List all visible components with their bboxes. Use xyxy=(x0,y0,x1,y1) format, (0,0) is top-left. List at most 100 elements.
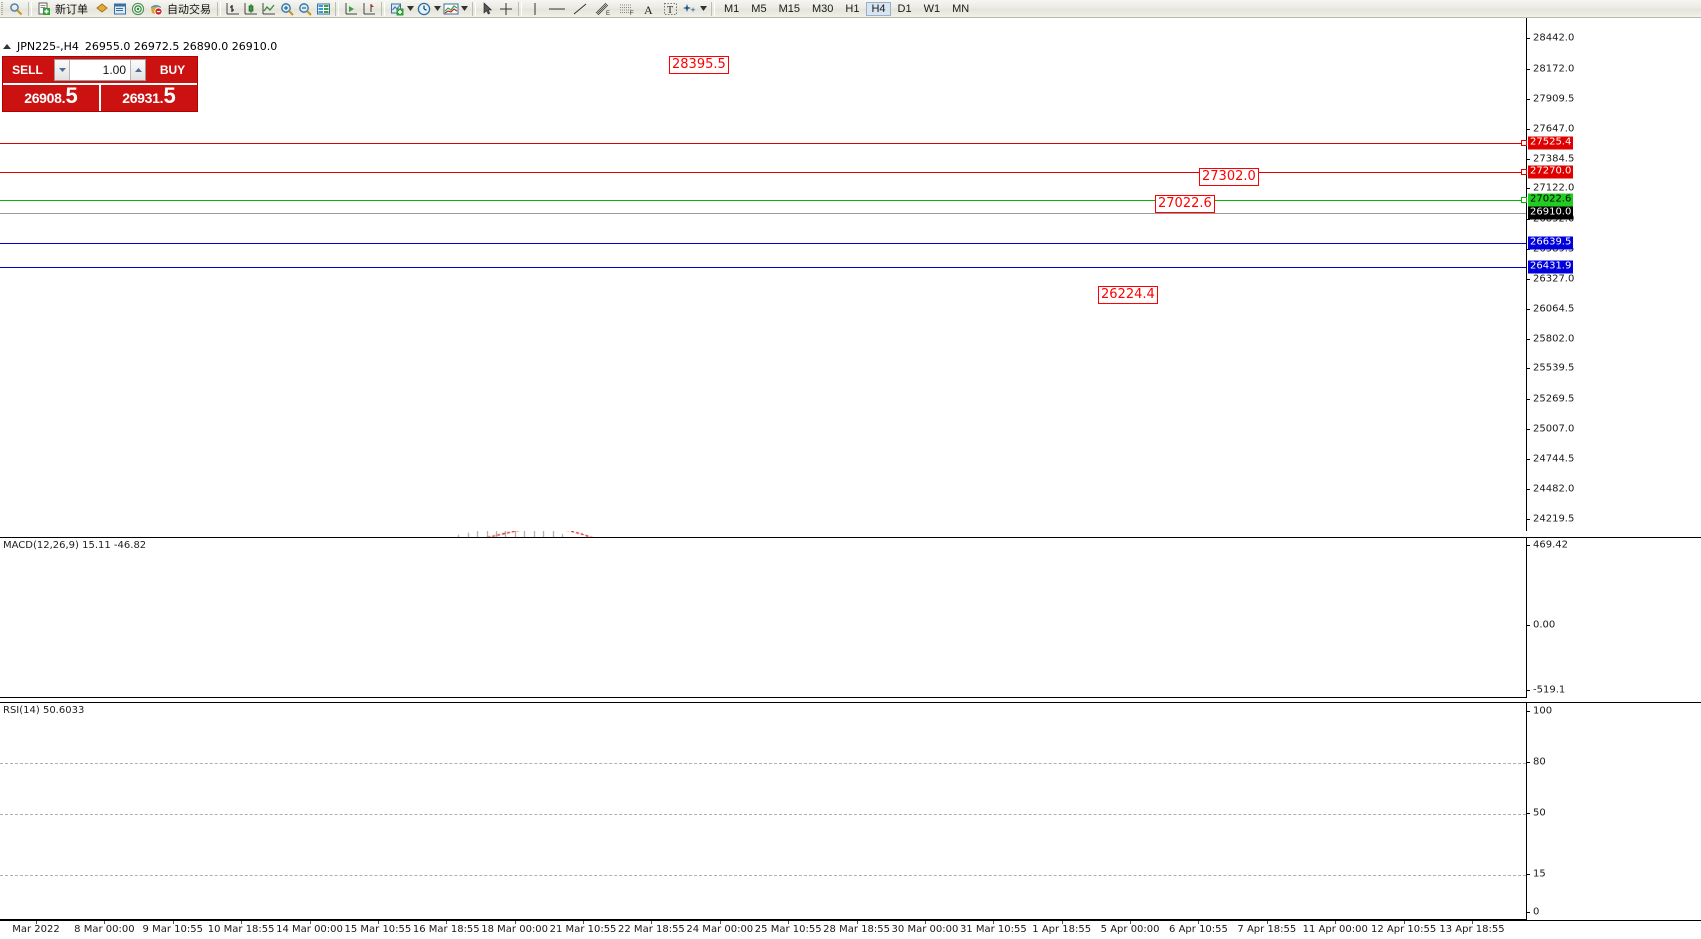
volume-stepper[interactable]: 1.00 xyxy=(54,59,146,81)
clock-icon[interactable] xyxy=(416,1,432,17)
volume-up-icon[interactable] xyxy=(130,60,145,80)
annotation-high-28395[interactable]: 28395.5 xyxy=(669,56,729,74)
sell-price[interactable]: 26908. 5 xyxy=(3,85,99,111)
sell-price-fraction: 5 xyxy=(65,83,78,108)
sell-price-integer: 26908 xyxy=(24,90,62,106)
svg-text:A: A xyxy=(644,3,653,16)
fibonacci-f-icon[interactable]: F xyxy=(616,1,638,17)
time-tick xyxy=(172,921,174,924)
macd-pane-bottom-border xyxy=(0,697,1526,698)
price-tick xyxy=(1526,98,1530,100)
time-axis[interactable]: Mar 2022 8 Mar 00:00 9 Mar 10:55 10 Mar 18:… xyxy=(0,920,1701,939)
buy-price[interactable]: 26931. 5 xyxy=(99,85,197,111)
indicator-plus-icon[interactable] xyxy=(389,1,405,17)
time-axis-label: 22 Mar 18:55 xyxy=(618,924,685,935)
timeframe-mn[interactable]: MN xyxy=(952,2,970,15)
price-level-handle[interactable] xyxy=(1521,196,1527,203)
grid-icon[interactable] xyxy=(315,1,331,17)
diamond-icon[interactable] xyxy=(94,1,110,17)
text-label-icon[interactable]: T xyxy=(660,1,680,17)
arrow-cursor-icon[interactable] xyxy=(480,1,496,17)
timeframe-h1[interactable]: H1 xyxy=(845,2,860,15)
time-tick xyxy=(1130,921,1132,924)
annotation-27022[interactable]: 27022.6 xyxy=(1155,195,1215,213)
one-click-trading-panel[interactable]: SELL 1.00 BUY 26908. 5 26931. 5 xyxy=(2,56,198,112)
time-tick xyxy=(309,921,311,924)
zoom-out-icon[interactable] xyxy=(297,1,313,17)
time-axis-label: 21 Mar 10:55 xyxy=(549,924,617,935)
trendline-icon[interactable] xyxy=(570,1,590,17)
rsi-tick xyxy=(1526,762,1530,763)
price-level-line[interactable] xyxy=(0,171,1526,173)
collapse-caret-icon[interactable] xyxy=(3,44,11,49)
price-axis-label: 24219.5 xyxy=(1533,513,1575,525)
price-level-tag[interactable]: 26910.0 xyxy=(1528,206,1574,219)
timeframe-m1[interactable]: M1 xyxy=(724,2,740,15)
timeframe-m5[interactable]: M5 xyxy=(751,2,767,15)
timeframe-h4[interactable]: H4 xyxy=(866,1,891,16)
annotation-26224[interactable]: 26224.4 xyxy=(1098,286,1158,304)
price-level-line[interactable] xyxy=(0,142,1526,144)
template-chart-icon[interactable] xyxy=(443,1,459,17)
magnifier-icon[interactable] xyxy=(8,1,24,17)
price-axis-label: 25802.0 xyxy=(1533,333,1575,345)
price-level-line[interactable] xyxy=(0,199,1526,201)
price-level-line[interactable] xyxy=(0,243,1526,245)
radar-icon[interactable] xyxy=(130,1,146,17)
chart-shift-icon[interactable] xyxy=(361,1,377,17)
price-level-tag[interactable]: 27270.0 xyxy=(1528,165,1574,179)
letter-a-icon[interactable]: A xyxy=(640,1,658,17)
volume-value[interactable]: 1.00 xyxy=(102,63,126,77)
chevron-down-icon[interactable] xyxy=(406,2,415,16)
sell-button[interactable]: SELL xyxy=(12,63,43,77)
toolbar-grip[interactable] xyxy=(0,1,5,16)
bar-chart-icon[interactable] xyxy=(225,1,241,17)
buy-button[interactable]: BUY xyxy=(159,63,186,77)
time-axis-label: 15 Mar 10:55 xyxy=(344,924,412,935)
auto-scroll-icon[interactable] xyxy=(343,1,359,17)
channel-e-icon[interactable]: E xyxy=(592,1,614,17)
price-axis-label: 25007.0 xyxy=(1533,423,1575,435)
price-level-line[interactable] xyxy=(0,266,1526,268)
time-axis-label: 24 Mar 00:00 xyxy=(686,924,754,935)
price-level-handle[interactable] xyxy=(1521,139,1527,146)
price-level-tag[interactable]: 27525.4 xyxy=(1528,136,1574,149)
shield-stop-icon[interactable] xyxy=(148,1,164,17)
price-level-tag[interactable]: 26639.5 xyxy=(1528,236,1574,250)
horizontal-line-icon[interactable] xyxy=(546,1,568,17)
line-chart-icon[interactable] xyxy=(261,1,277,17)
chevron-down-icon-2[interactable] xyxy=(433,2,442,16)
rsi-pane[interactable]: RSI(14) 50.6033 xyxy=(0,702,1701,920)
time-tick xyxy=(104,921,106,924)
macd-axis-label: 0.00 xyxy=(1533,619,1556,631)
price-level-handle[interactable] xyxy=(1521,168,1527,175)
time-axis-label: 1 Apr 18:55 xyxy=(1032,924,1092,935)
sparkle-icon[interactable] xyxy=(682,1,698,17)
price-level-tag[interactable]: 26431.9 xyxy=(1528,260,1574,274)
time-tick xyxy=(924,921,926,924)
price-pane[interactable] xyxy=(0,18,1701,531)
crosshair-icon[interactable] xyxy=(498,1,514,17)
sell-price-dot: . xyxy=(61,90,66,106)
chart-container[interactable]: MACD(12,26,9) 15.11 -46.82 RSI(14) 50.60… xyxy=(0,18,1701,939)
macd-pane[interactable]: MACD(12,26,9) 15.11 -46.82 xyxy=(0,537,1701,698)
svg-text:E: E xyxy=(606,11,610,16)
timeframe-d1[interactable]: D1 xyxy=(897,2,912,15)
vertical-line-icon[interactable] xyxy=(526,1,544,17)
rsi-indicator-label: RSI(14) 50.6033 xyxy=(3,705,85,716)
chevron-down-icon-4[interactable] xyxy=(699,2,708,16)
volume-down-icon[interactable] xyxy=(55,60,70,80)
new-order-button[interactable] xyxy=(36,1,52,17)
time-tick xyxy=(514,921,516,924)
timeframe-m30[interactable]: M30 xyxy=(811,2,834,15)
time-axis-label: 6 Apr 10:55 xyxy=(1169,924,1228,935)
window-icon[interactable] xyxy=(112,1,128,17)
price-level-tag[interactable]: 27022.6 xyxy=(1528,193,1574,207)
candlestick-icon[interactable] xyxy=(243,1,259,17)
zoom-in-icon[interactable] xyxy=(279,1,295,17)
price-tick xyxy=(1526,399,1530,401)
timeframe-m15[interactable]: M15 xyxy=(778,2,800,15)
chevron-down-icon-3[interactable] xyxy=(460,2,469,16)
timeframe-w1[interactable]: W1 xyxy=(923,2,941,15)
annotation-27302[interactable]: 27302.0 xyxy=(1199,168,1259,186)
